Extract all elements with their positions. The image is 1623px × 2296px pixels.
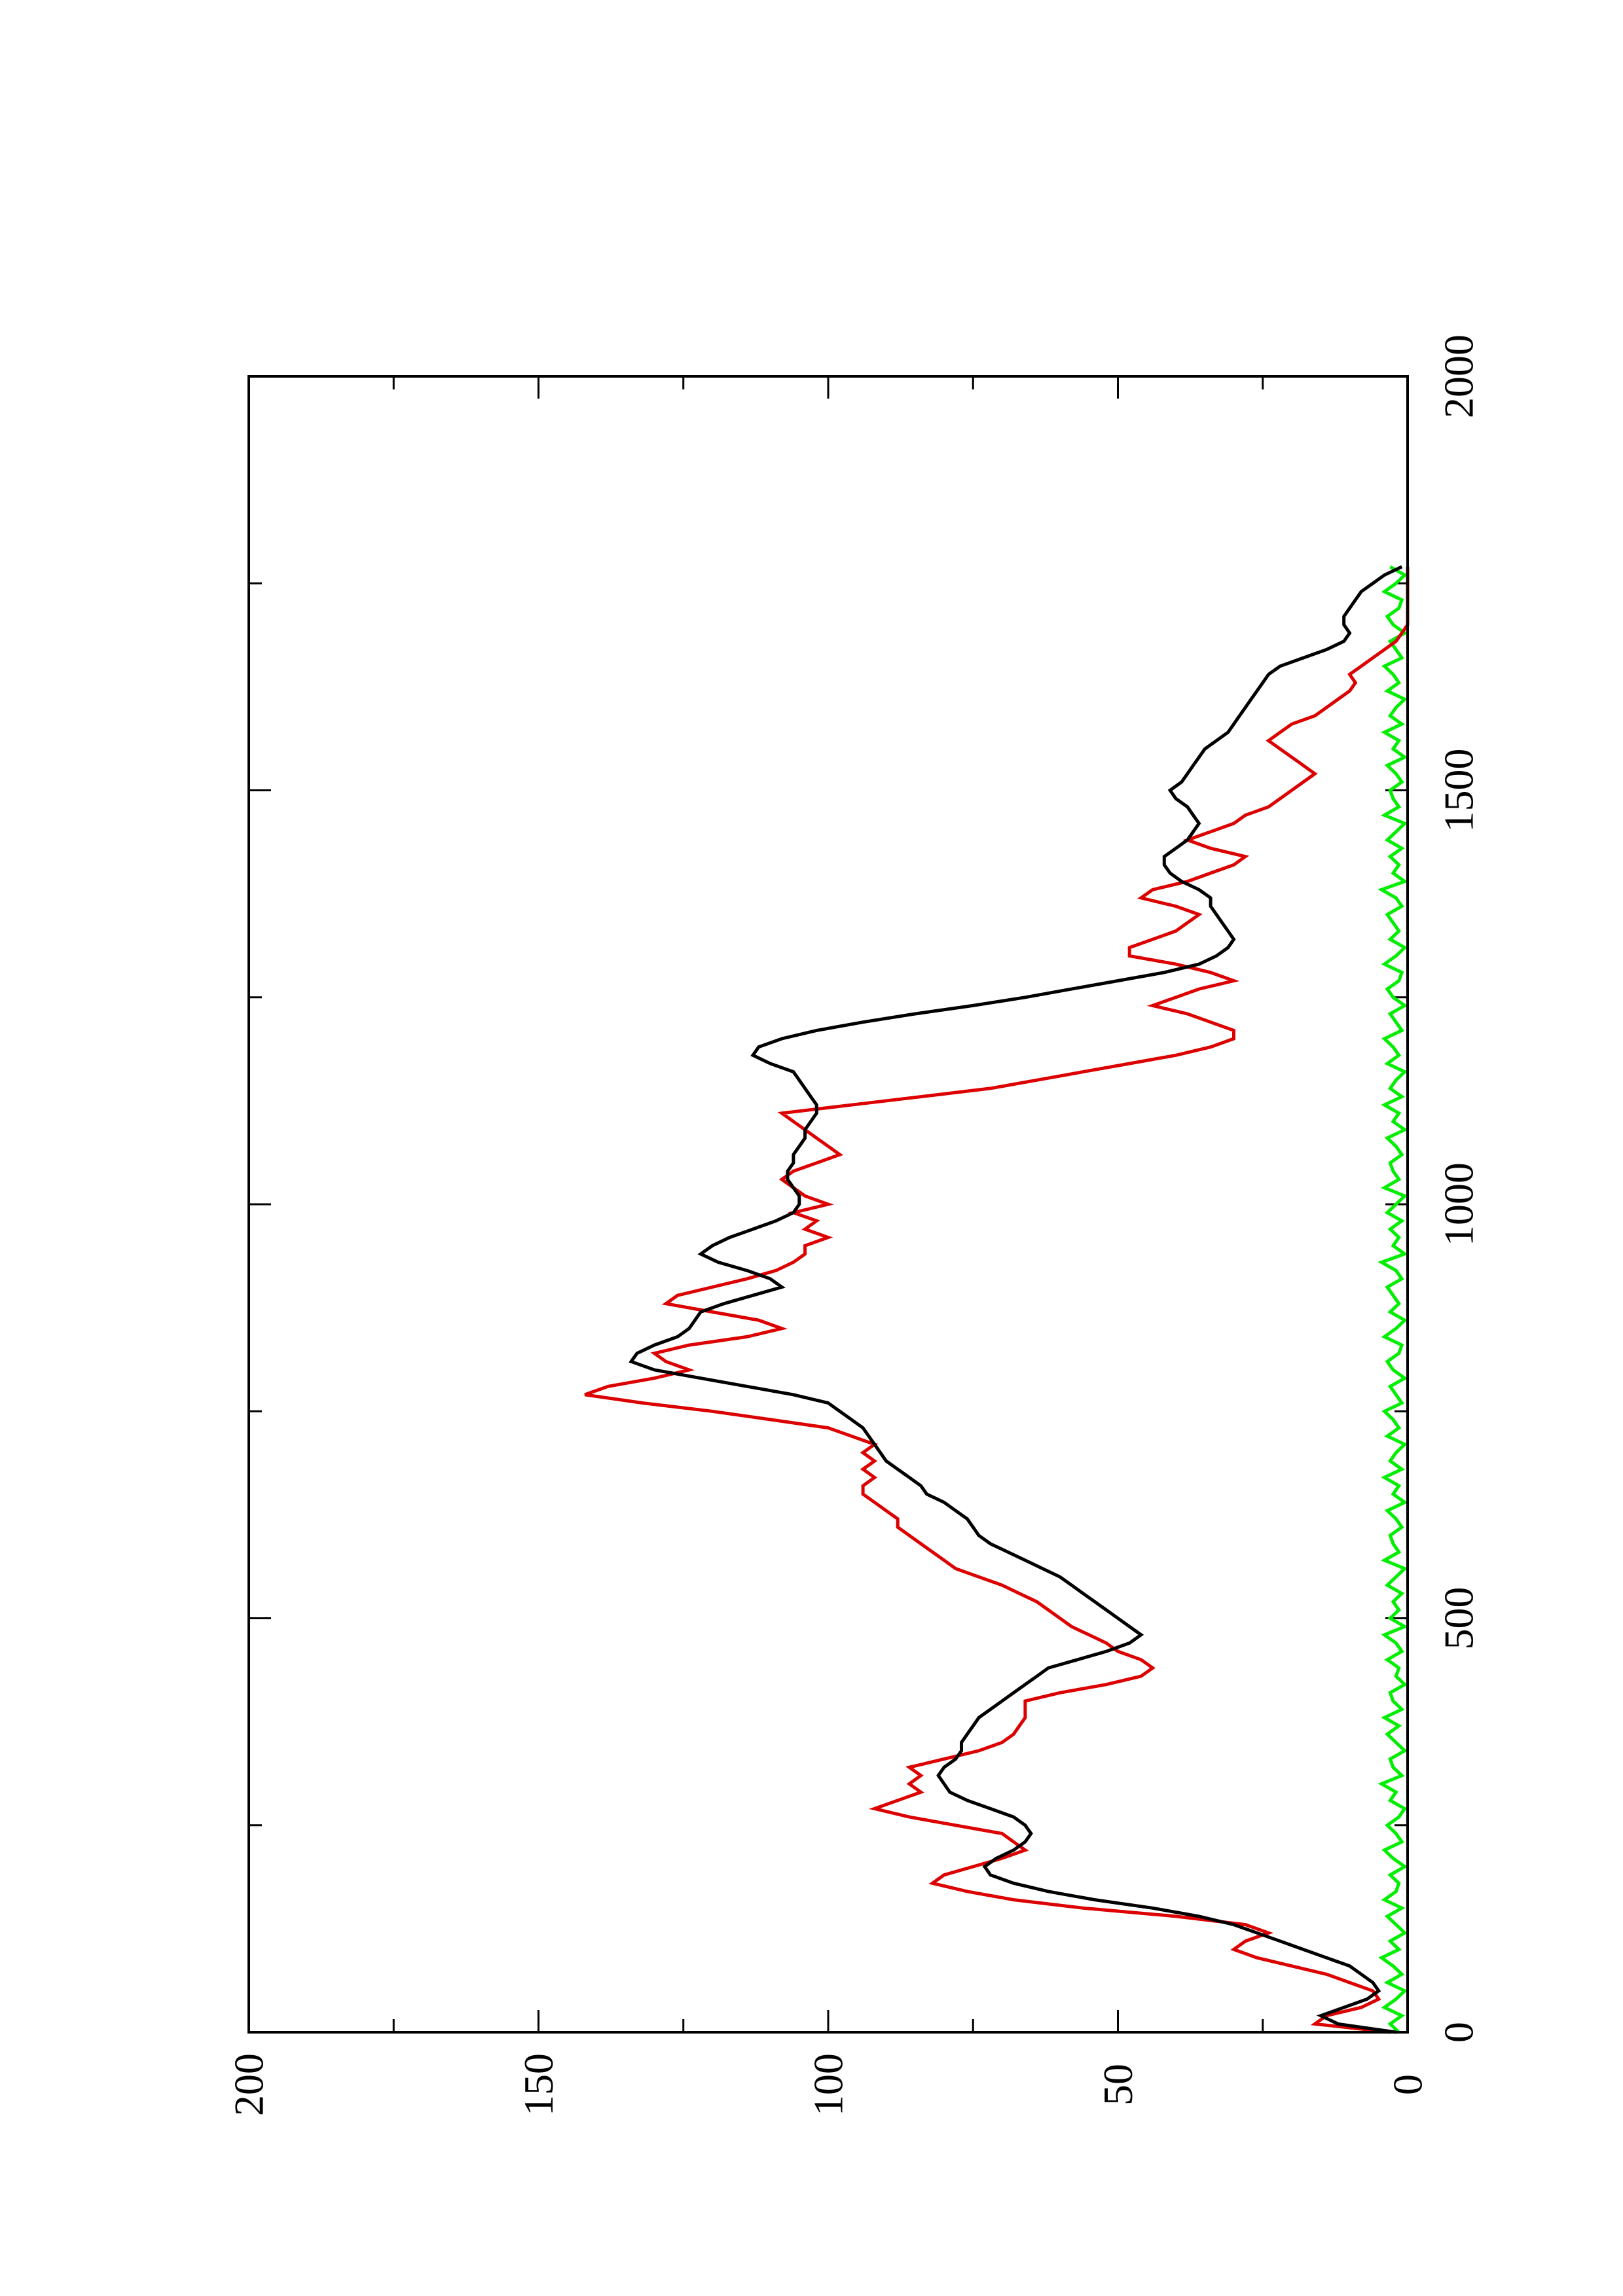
plot-frame [247, 375, 1409, 2034]
y-tick-label: 0 [1385, 2074, 1431, 2095]
x-tick-label: 2000 [1436, 334, 1482, 418]
series-line-1 [584, 566, 1410, 2034]
x-tick-label: 1500 [1436, 749, 1482, 833]
y-tick-label: 200 [226, 2053, 272, 2116]
labels-layer: 0 500 1000 1500 2000 0 50 100 150 200 [226, 334, 1482, 2116]
y-tick-label: 100 [805, 2053, 852, 2116]
x-tick-label: 500 [1436, 1587, 1482, 1650]
x-tick-label: 1000 [1436, 1162, 1482, 1246]
series-layer [584, 565, 1410, 2034]
y-tick-label: 50 [1095, 2064, 1141, 2106]
series-line-2 [1377, 565, 1409, 2034]
y-tick-label: 150 [515, 2053, 562, 2116]
series-line-0 [629, 565, 1403, 2034]
x-tick-label: 0 [1436, 2022, 1482, 2043]
